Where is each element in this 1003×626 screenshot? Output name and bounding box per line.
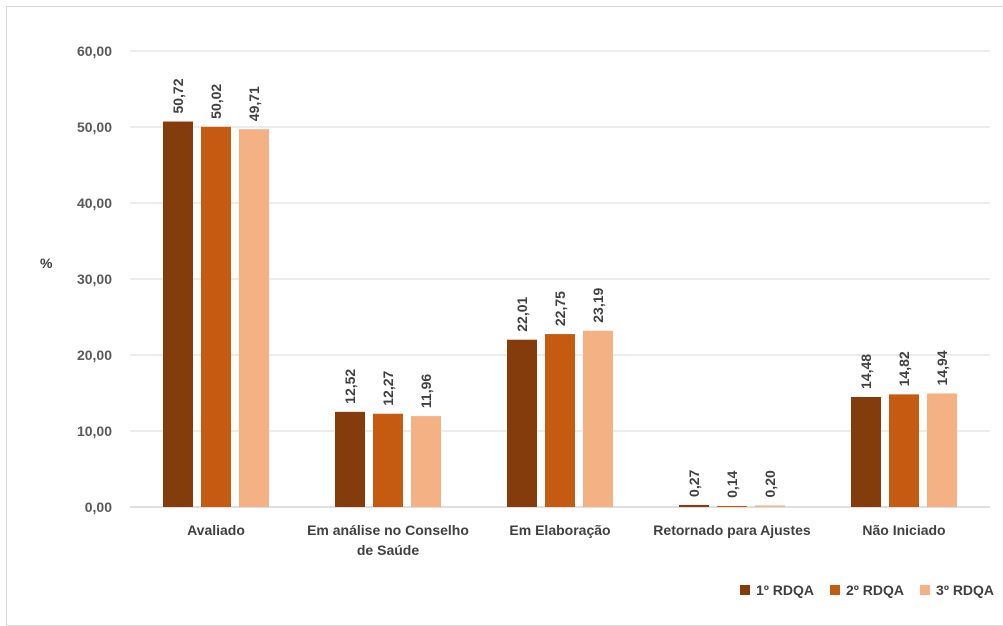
bar	[679, 504, 709, 507]
category-labels: Avaliado Em análise no Conselho de Saúde Em…	[187, 522, 946, 558]
data-label: 23,19	[590, 288, 606, 323]
y-tick-label: 50,00	[77, 119, 112, 135]
category-label: Avaliado	[187, 522, 245, 538]
data-label: 0,27	[686, 469, 702, 496]
y-tick-labels: 0,00 10,00 20,00 30,00 40,00 50,00 60,00	[77, 43, 112, 515]
category-label: Em Elaboração	[509, 522, 610, 538]
bar	[851, 396, 881, 507]
data-label: 14,82	[896, 351, 912, 386]
bar	[239, 129, 269, 508]
y-tick-label: 40,00	[77, 195, 112, 211]
bar	[507, 339, 537, 507]
data-label: 50,02	[208, 84, 224, 119]
data-label: 11,96	[418, 374, 434, 408]
bar	[583, 330, 613, 507]
bar	[545, 334, 575, 507]
bar	[889, 394, 919, 507]
legend-item: 3º RDQA	[920, 582, 994, 598]
data-label: 12,52	[342, 369, 358, 404]
bar	[335, 411, 365, 507]
category-label: Não Iniciado	[862, 522, 945, 538]
y-tick-label: 60,00	[77, 43, 112, 59]
legend-label: 2º RDQA	[846, 582, 905, 598]
bars	[163, 121, 957, 508]
bar	[411, 416, 441, 507]
y-axis-label: %	[40, 255, 53, 271]
y-tick-label: 0,00	[85, 499, 112, 515]
bar	[717, 505, 747, 507]
legend-label: 3º RDQA	[936, 582, 995, 598]
category-label: de Saúde	[357, 542, 419, 558]
legend-swatch	[740, 585, 750, 595]
y-tick-label: 10,00	[77, 423, 112, 439]
data-label: 0,14	[724, 470, 740, 497]
bar	[373, 413, 403, 507]
data-labels: 50,72 50,02 49,71 12,52 12,27 11,96 22,01 22,75…	[170, 78, 950, 498]
bar	[201, 126, 231, 508]
data-label: 14,94	[934, 350, 950, 385]
data-label: 22,75	[552, 291, 568, 326]
category-label: Retornado para Ajustes	[653, 522, 811, 538]
data-label: 22,01	[514, 296, 530, 331]
data-label: 12,27	[380, 370, 396, 405]
bar	[927, 393, 957, 507]
data-label: 0,20	[762, 470, 778, 497]
bar	[163, 121, 193, 507]
y-tick-label: 30,00	[77, 271, 112, 287]
legend-label: 1º RDQA	[756, 582, 815, 598]
data-label: 14,48	[858, 354, 874, 389]
legend-item: 1º RDQA	[740, 582, 814, 598]
legend: 1º RDQA 2º RDQA 3º RDQA	[740, 582, 994, 598]
legend-item: 2º RDQA	[830, 582, 904, 598]
data-label: 50,72	[170, 78, 186, 113]
bar	[755, 505, 785, 507]
category-label: Em análise no Conselho	[307, 522, 469, 538]
legend-swatch	[920, 585, 931, 595]
data-label: 49,71	[246, 86, 262, 121]
legend-swatch	[830, 585, 841, 595]
y-tick-label: 20,00	[77, 347, 112, 363]
